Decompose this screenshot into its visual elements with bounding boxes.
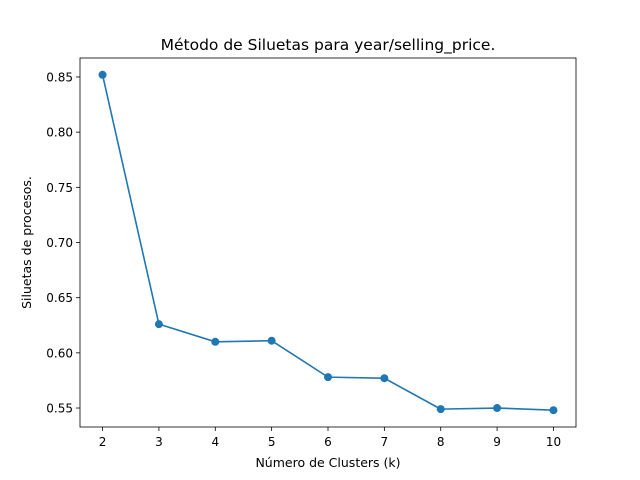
x-tick-label: 8 xyxy=(437,435,445,449)
data-point xyxy=(211,337,220,346)
series-layer xyxy=(98,70,558,415)
data-point xyxy=(436,405,445,414)
data-point xyxy=(267,336,276,345)
x-tick-label: 3 xyxy=(155,435,163,449)
plot-area xyxy=(79,57,577,428)
data-point xyxy=(154,320,163,329)
y-tick-label: 0.70 xyxy=(46,236,73,250)
y-tick-label: 0.85 xyxy=(46,70,73,84)
x-tick-label: 10 xyxy=(546,435,561,449)
x-tick-label: 4 xyxy=(211,435,219,449)
x-tick-label: 6 xyxy=(324,435,332,449)
y-tick-label: 0.60 xyxy=(46,346,73,360)
y-tick-label: 0.65 xyxy=(46,291,73,305)
x-axis-label: Número de Clusters (k) xyxy=(255,455,400,470)
y-tick-label: 0.75 xyxy=(46,181,73,195)
y-tick-label: 0.55 xyxy=(46,402,73,416)
x-tick-label: 7 xyxy=(381,435,389,449)
chart-title: Método de Siluetas para year/selling_pri… xyxy=(161,36,496,55)
x-tick-label: 2 xyxy=(99,435,107,449)
y-axis-label: Siluetas de procesos. xyxy=(19,176,34,309)
data-point xyxy=(380,374,389,383)
x-axis-ticks: 2 3 4 5 6 7 8 9 10 xyxy=(99,427,561,449)
x-tick-label: 5 xyxy=(268,435,276,449)
data-point xyxy=(98,70,107,79)
data-point xyxy=(324,373,332,382)
x-tick-label: 9 xyxy=(493,435,501,449)
data-point xyxy=(549,406,558,415)
data-point xyxy=(493,404,502,413)
y-axis-ticks: 0.55 0.60 0.65 0.70 0.75 0.80 0.85 xyxy=(46,70,80,416)
y-tick-label: 0.80 xyxy=(46,126,73,140)
